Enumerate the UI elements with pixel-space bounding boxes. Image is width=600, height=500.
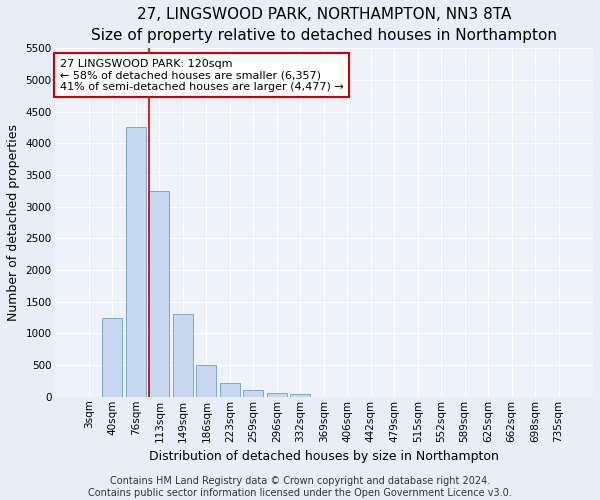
Bar bbox=[220, 382, 240, 397]
Bar bbox=[126, 128, 146, 397]
Bar bbox=[103, 318, 122, 397]
Title: 27, LINGSWOOD PARK, NORTHAMPTON, NN3 8TA
Size of property relative to detached h: 27, LINGSWOOD PARK, NORTHAMPTON, NN3 8TA… bbox=[91, 7, 557, 43]
Y-axis label: Number of detached properties: Number of detached properties bbox=[7, 124, 20, 321]
Bar bbox=[196, 365, 217, 397]
Bar bbox=[290, 394, 310, 397]
Text: Contains HM Land Registry data © Crown copyright and database right 2024.
Contai: Contains HM Land Registry data © Crown c… bbox=[88, 476, 512, 498]
Bar bbox=[173, 314, 193, 397]
X-axis label: Distribution of detached houses by size in Northampton: Distribution of detached houses by size … bbox=[149, 450, 499, 463]
Bar bbox=[149, 191, 169, 397]
Bar bbox=[267, 392, 287, 397]
Text: 27 LINGSWOOD PARK: 120sqm
← 58% of detached houses are smaller (6,357)
41% of se: 27 LINGSWOOD PARK: 120sqm ← 58% of detac… bbox=[60, 58, 344, 92]
Bar bbox=[244, 390, 263, 397]
